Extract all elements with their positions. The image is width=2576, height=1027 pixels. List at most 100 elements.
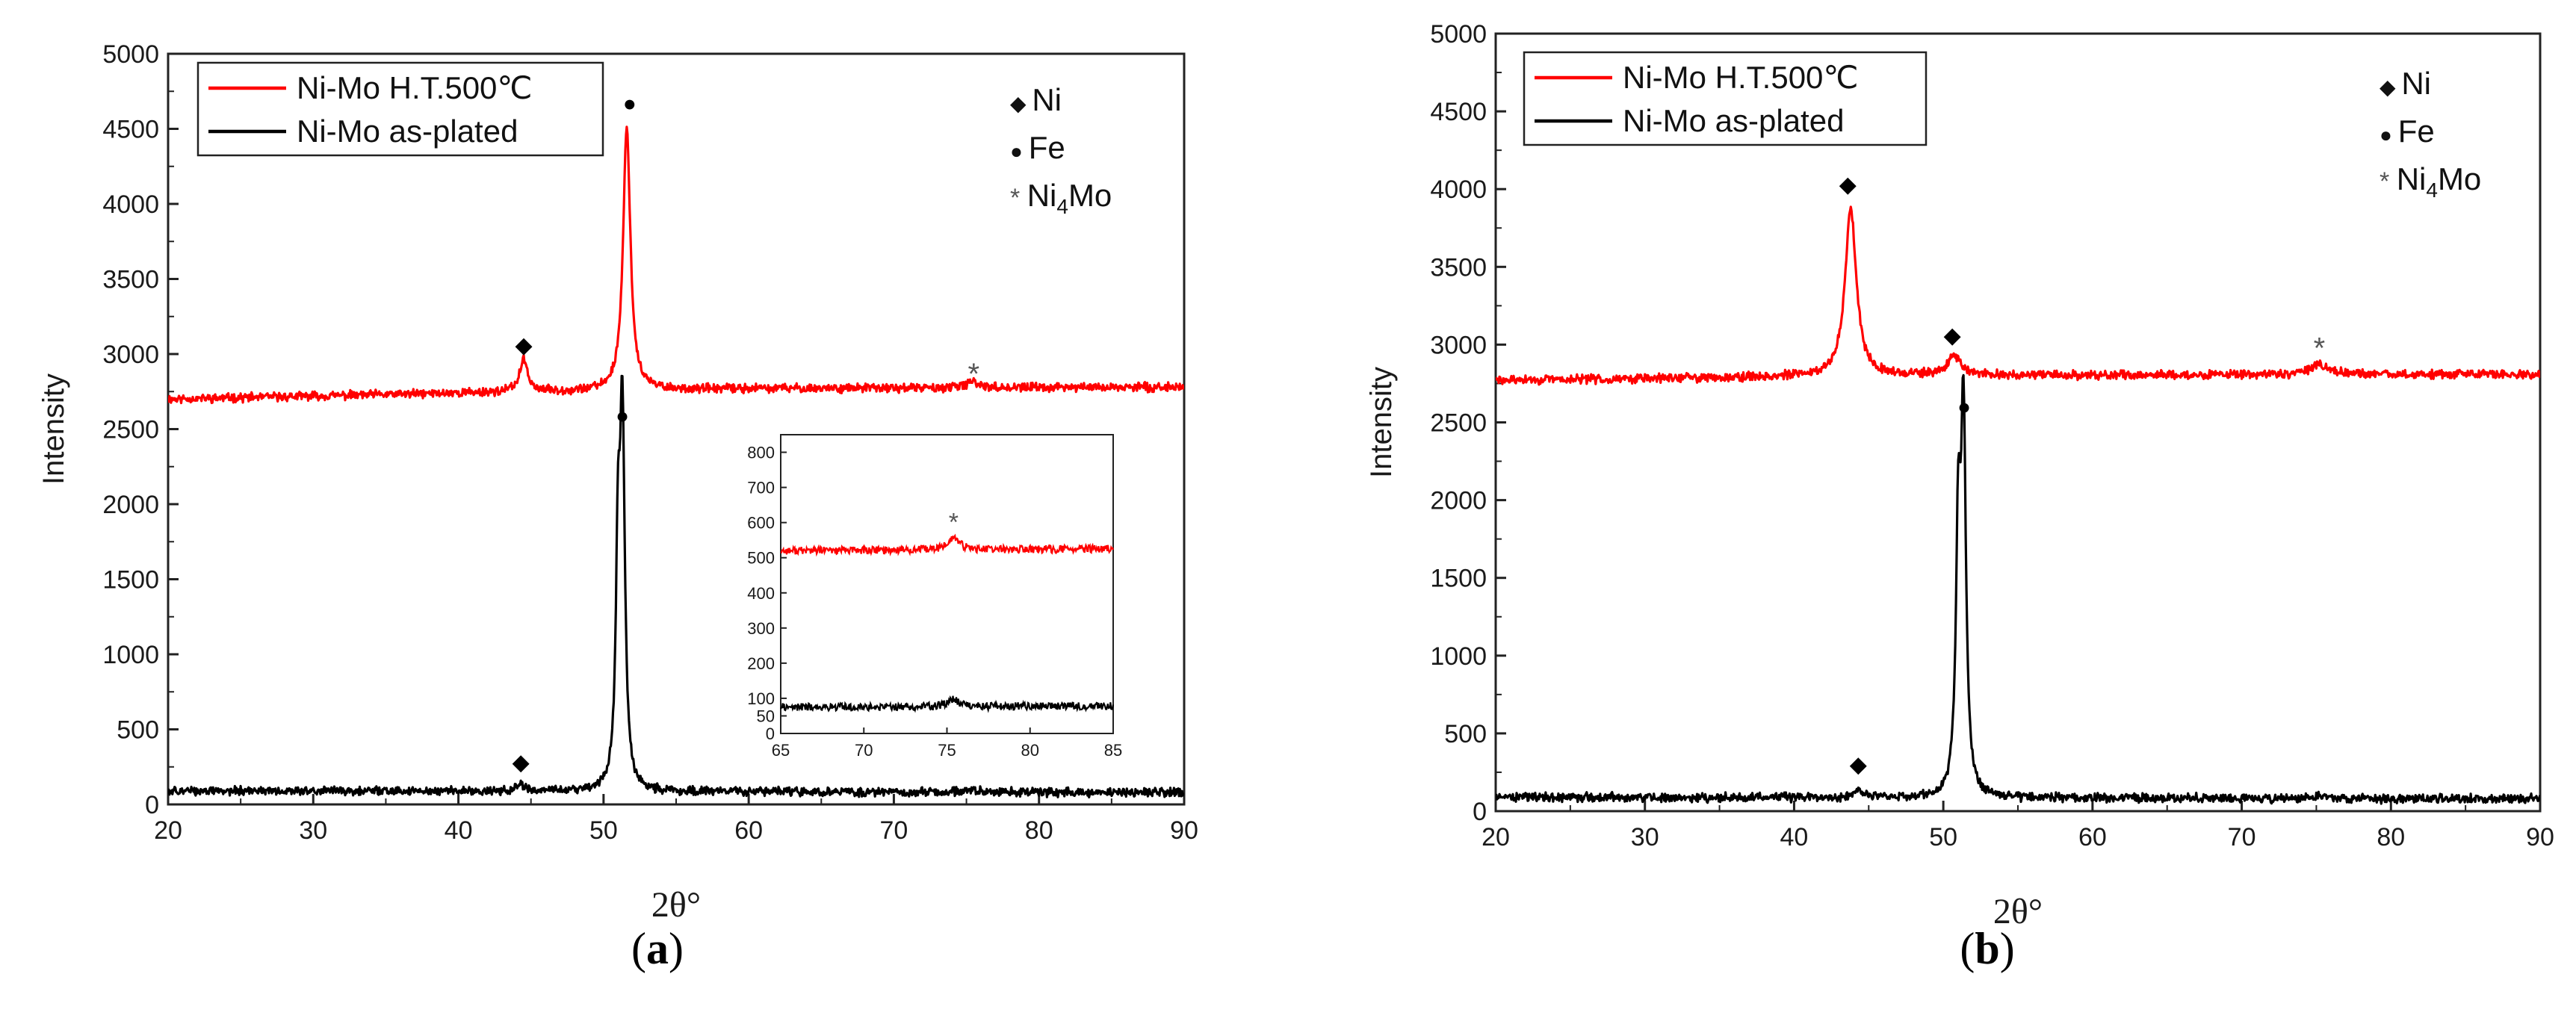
inset-y-tick-label: 800 [747,444,775,462]
y-tick-label: 500 [117,716,159,745]
peak-marker: ◆ [1944,323,1961,348]
inset-x-tick-label: 65 [772,741,790,760]
phase-key: ◆ Ni● Fe* Ni4Mo [2380,66,2481,202]
y-tick-label: 4000 [102,190,159,219]
y-tick-label: 2500 [1430,409,1487,438]
phase-key-entry: ◆ Ni [2380,66,2431,101]
inset-series-line [780,533,1115,557]
y-tick-label: 3500 [102,266,159,294]
y-tick-label: 0 [1473,798,1487,826]
peak-marker: ◆ [515,333,532,358]
panel-label-close: ) [669,924,684,973]
phase-key-label: Ni [1032,82,1062,117]
x-axis-title: 2θ° [651,885,701,925]
y-tick-label: 1000 [1430,642,1487,671]
inset-peak-marker: * [949,508,959,536]
legend-box [1523,51,1928,146]
inset-y-tick-label: 200 [747,654,775,673]
plot-frame [1494,32,2542,813]
x-tick-label: 40 [445,816,473,845]
phase-key-label: Ni [2401,66,2431,101]
peak-marker: * [2314,332,2326,365]
phase-key-entry: ● Fe [1010,130,1065,165]
y-tick-label: 1500 [102,566,159,595]
peak-marker: ● [1957,395,1971,420]
y-tick-label: 5000 [1430,20,1487,49]
x-tick-label: 30 [1631,823,1659,851]
x-axis-title: 2θ° [1993,892,2043,931]
y-tick-label: 0 [145,791,159,819]
series-line-heat-treated [1496,205,2540,386]
inset-frame [780,434,1114,734]
y-axis-title: Intensity [37,373,70,485]
inset-y-tick-label: 100 [747,689,775,708]
y-tick-label: 2000 [102,491,159,519]
inset-x-tick-label: 75 [938,741,956,760]
panel-label-close: ) [2000,924,2015,973]
phase-key-symbol: ◆ [1010,92,1032,115]
x-tick-label: 80 [1025,816,1053,845]
series-line-as-plated [168,374,1184,798]
phase-key-entry: ◆ Ni [1010,82,1062,117]
legend-box [196,61,604,157]
phase-key-label: Fe [2398,114,2435,149]
legend-entry-label: Ni-Mo H.T.500℃ [297,70,533,105]
legend-entry-label: Ni-Mo as-plated [297,114,518,149]
phase-key-symbol: ◆ [2380,75,2401,99]
inset-y-tick-label: 300 [747,619,775,638]
inset-x-tick-label: 70 [855,741,873,760]
y-tick-label: 3000 [1430,331,1487,359]
inset-y-tick-label: 50 [757,707,775,725]
peak-marker: * [967,358,979,391]
y-tick-label: 5000 [102,40,159,69]
y-tick-label: 4000 [1430,176,1487,204]
x-tick-label: 20 [154,816,182,845]
y-axis-title: Intensity [1365,367,1398,478]
x-tick-label: 40 [1780,823,1809,851]
inset-y-tick-label: 400 [747,584,775,603]
panel-label-letter: a [646,924,669,973]
phase-key-symbol: * [2380,167,2397,196]
peak-marker: ◆ [1839,173,1857,197]
y-tick-label: 4500 [102,116,159,144]
inset-series-line [780,695,1115,713]
x-tick-label: 70 [880,816,908,845]
y-tick-label: 2500 [102,416,159,444]
inset-y-tick-label: 0 [766,725,775,743]
phase-key-entry: * Ni4Mo [2380,161,2481,202]
legend-entry-label: Ni-Mo as-plated [1623,103,1844,138]
panel-label: (b) [1960,924,2014,973]
inset-y-tick-label: 700 [747,479,775,497]
inset-x-tick-label: 80 [1021,741,1039,760]
phase-key-entry: * Ni4Mo [1010,178,1112,218]
peak-marker: ● [623,91,637,116]
peak-marker: ◆ [513,751,530,775]
inset-y-tick-label: 500 [747,549,775,568]
legend-entry-label: Ni-Mo H.T.500℃ [1623,60,1859,95]
x-tick-label: 50 [589,816,618,845]
y-tick-label: 3500 [1430,253,1487,282]
chart-panel-b: 20 30 40 50 60 70 80 90 0 500 1000 1500 2000 2500 3000… [1365,20,2554,973]
phase-key-subscript: 4 [1056,195,1068,218]
peak-marker: ◆ [1850,753,1867,778]
y-tick-label: 500 [1444,720,1487,748]
series-line-heat-treated [168,125,1184,405]
x-tick-label: 20 [1481,823,1510,851]
phase-key-symbol: * [1010,184,1027,212]
panel-label: (a) [631,924,684,973]
x-tick-label: 80 [2377,823,2405,851]
x-tick-label: 60 [734,816,763,845]
legend: Ni-Mo H.T.500℃ Ni-Mo as-plated [196,61,604,157]
phase-key-symbol: ● [2380,123,2398,146]
phase-key-subscript: 4 [2426,179,2438,202]
chart-panel-a: 20 30 40 50 60 70 80 90050010001500200025003000… [37,40,1198,973]
phase-key-label-tail: Mo [2438,161,2481,196]
y-tick-label: 1000 [102,641,159,669]
legend: Ni-Mo H.T.500℃ Ni-Mo as-plated [1523,51,1928,146]
x-tick-label: 70 [2228,823,2256,851]
phase-key-entry: ● Fe [2380,114,2435,149]
y-tick-label: 4500 [1430,98,1487,126]
phase-key-label: Ni [2397,161,2427,196]
y-tick-label: 1500 [1430,565,1487,593]
y-tick-label: 3000 [102,341,159,369]
